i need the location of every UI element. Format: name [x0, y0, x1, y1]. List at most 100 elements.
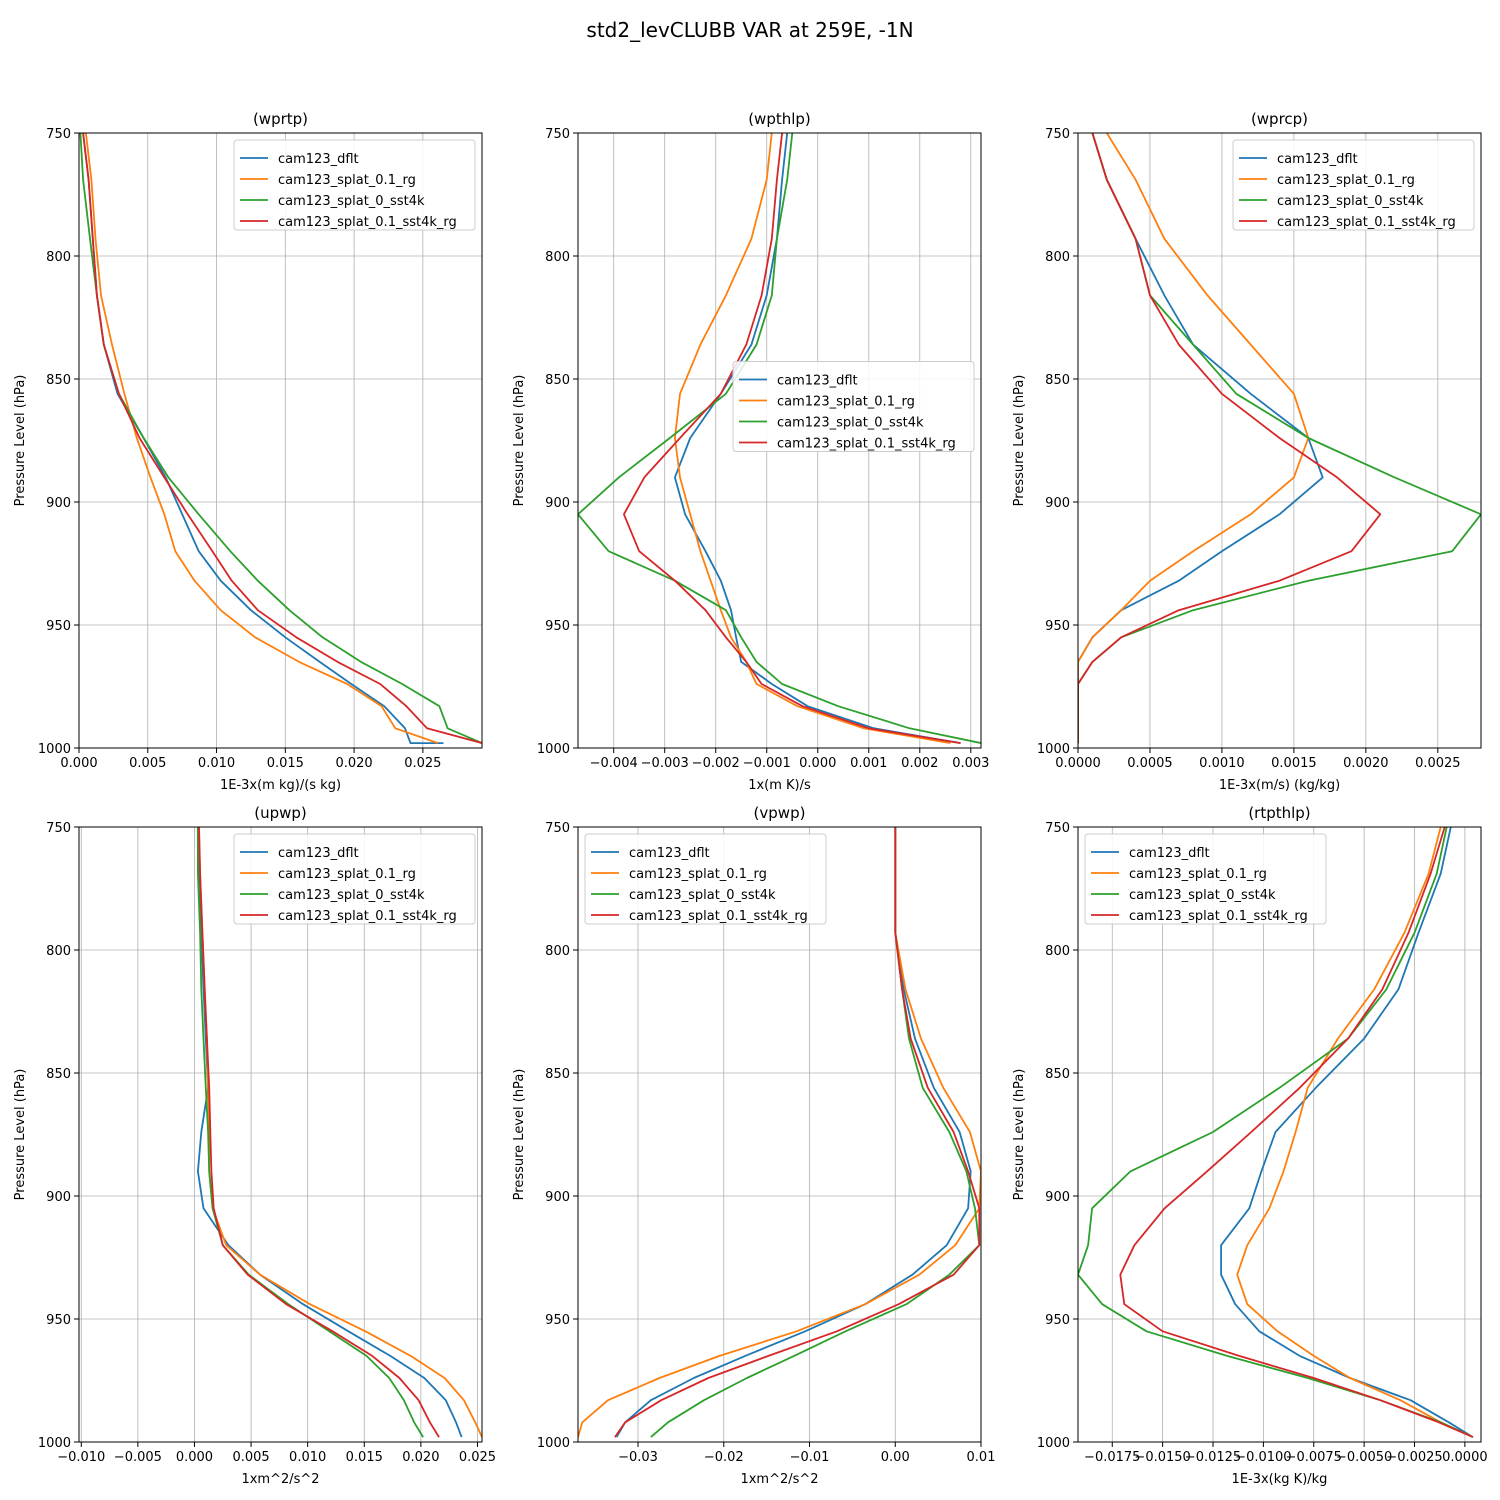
axes-frame — [577, 826, 982, 1443]
y-axis-label: Pressure Level (hPa) — [13, 1069, 28, 1201]
figure-title: std2_levCLUBB VAR at 259E, -1N — [586, 18, 913, 42]
legend: cam123_dflt cam123_splat_0.1_rg cam123_spl… — [584, 833, 827, 925]
y-tick-label: 950 — [1045, 619, 1070, 634]
series-group — [79, 133, 482, 744]
y-tick-label: 900 — [545, 1190, 570, 1205]
legend-label: cam123_splat_0_sst4k — [278, 888, 425, 903]
x-tick-label: 0.005 — [129, 756, 166, 771]
x-tick-label: 0.01 — [967, 1450, 996, 1465]
y-tick-label: 900 — [1045, 1190, 1070, 1205]
y-tick-label: 850 — [1045, 373, 1070, 388]
y-tick-label: 800 — [1045, 250, 1070, 265]
x-tick-label: 0.003 — [952, 756, 989, 771]
series-line-cam123_dflt — [196, 827, 463, 1438]
y-tick-label: 1000 — [38, 742, 71, 757]
x-tick-label: −0.005 — [114, 1450, 162, 1465]
x-tick-label: 0.0005 — [1127, 756, 1173, 771]
x-tick-label: −0.02 — [704, 1450, 744, 1465]
x-tick-label: 0.0015 — [1271, 756, 1317, 771]
legend-label: cam123_splat_0_sst4k — [1277, 194, 1424, 209]
legend-label: cam123_dflt — [1277, 152, 1358, 167]
x-tick-label: −0.003 — [641, 756, 689, 771]
x-tick-label: −0.0075 — [1286, 1450, 1342, 1465]
y-tick-label: 900 — [1045, 496, 1070, 511]
x-tick-label: 0.015 — [267, 756, 304, 771]
x-tick-label: −0.0125 — [1185, 1450, 1241, 1465]
x-tick-label: 0.020 — [402, 1450, 439, 1465]
series-line-cam123_dflt — [615, 827, 972, 1438]
axes-frame — [1077, 132, 1482, 749]
y-tick-label: 1000 — [38, 1436, 71, 1451]
x-tick-label: 0.0020 — [1343, 756, 1389, 771]
legend-label: cam123_splat_0_sst4k — [278, 194, 425, 209]
y-tick-label: 750 — [46, 127, 71, 142]
legend-label: cam123_splat_0.1_rg — [278, 173, 416, 188]
y-tick-label: 1000 — [537, 1436, 570, 1451]
legend: cam123_dflt cam123_splat_0.1_rg cam123_spl… — [1232, 139, 1475, 231]
legend-box — [732, 361, 975, 452]
axes-frame — [78, 132, 483, 749]
panel-title: (rtpthlp) — [1248, 804, 1310, 822]
series-line-cam123_splat_0.1_rg — [1078, 133, 1310, 744]
x-axis-label: 1E-3x(m/s) (kg/kg) — [1219, 778, 1340, 793]
x-tick-label: −0.004 — [590, 756, 638, 771]
panel-title: (wprcp) — [1251, 110, 1308, 128]
x-axis-label: 1xm^2/s^2 — [241, 1472, 319, 1487]
legend-label: cam123_splat_0.1_sst4k_rg — [278, 909, 457, 924]
legend-label: cam123_dflt — [278, 152, 359, 167]
y-tick-label: 800 — [1045, 944, 1070, 959]
x-tick-label: −0.0050 — [1336, 1450, 1392, 1465]
y-axis-label: Pressure Level (hPa) — [512, 375, 527, 507]
series-line-cam123_splat_0.1_rg — [578, 827, 981, 1438]
x-tick-label: −0.03 — [618, 1450, 658, 1465]
legend-label: cam123_splat_0.1_sst4k_rg — [278, 215, 457, 230]
y-tick-label: 900 — [46, 1190, 71, 1205]
x-tick-label: −0.010 — [57, 1450, 105, 1465]
y-tick-label: 900 — [545, 496, 570, 511]
axes-frame — [577, 132, 982, 749]
y-tick-label: 950 — [46, 1313, 71, 1328]
series-group — [578, 133, 981, 744]
y-axis-label: Pressure Level (hPa) — [1012, 375, 1027, 507]
x-tick-label: 0.00 — [881, 1450, 910, 1465]
series-line-cam123_splat_0.1_sst4k_rg — [614, 827, 981, 1438]
legend-label: cam123_splat_0.1_sst4k_rg — [629, 909, 808, 924]
legend-label: cam123_dflt — [278, 846, 359, 861]
y-axis-label: Pressure Level (hPa) — [512, 1069, 527, 1201]
y-tick-label: 850 — [46, 373, 71, 388]
x-tick-label: −0.01 — [790, 1450, 830, 1465]
series-group — [1078, 827, 1474, 1438]
x-tick-label: 0.000 — [60, 756, 97, 771]
x-tick-label: 0.010 — [198, 756, 235, 771]
x-tick-label: −0.0150 — [1134, 1450, 1190, 1465]
y-tick-label: 950 — [545, 1313, 570, 1328]
series-line-cam123_splat_0_sst4k — [578, 133, 981, 744]
x-tick-label: −0.002 — [692, 756, 740, 771]
legend-label: cam123_splat_0.1_rg — [777, 395, 915, 410]
series-line-cam123_splat_0.1_sst4k_rg — [198, 827, 440, 1438]
legend-label: cam123_splat_0.1_sst4k_rg — [777, 437, 956, 452]
y-tick-label: 750 — [46, 821, 71, 836]
legend-label: cam123_splat_0_sst4k — [629, 888, 776, 903]
series-line-cam123_splat_0.1_sst4k_rg — [1078, 133, 1382, 744]
y-tick-label: 950 — [545, 619, 570, 634]
axes-frame — [1077, 826, 1482, 1443]
y-tick-label: 1000 — [1037, 1436, 1070, 1451]
x-tick-label: 0.002 — [901, 756, 938, 771]
x-tick-label: 0.000 — [176, 1450, 213, 1465]
series-line-cam123_splat_0.1_sst4k_rg — [82, 133, 482, 744]
series-line-cam123_splat_0_sst4k — [1078, 827, 1474, 1438]
y-tick-label: 900 — [46, 496, 71, 511]
legend: cam123_dflt cam123_splat_0.1_rg cam123_spl… — [1084, 833, 1327, 925]
x-axis-label: 1xm^2/s^2 — [740, 1472, 818, 1487]
legend-label: cam123_dflt — [1129, 846, 1210, 861]
series-line-cam123_splat_0.1_rg — [674, 133, 951, 744]
legend: cam123_dflt cam123_splat_0.1_rg cam123_spl… — [732, 361, 975, 452]
series-line-cam123_splat_0.1_rg — [1236, 827, 1474, 1438]
legend-box — [233, 833, 476, 925]
y-tick-label: 850 — [46, 1067, 71, 1082]
y-tick-label: 950 — [1045, 1313, 1070, 1328]
panel-title: (wpthlp) — [748, 110, 811, 128]
series-group — [1078, 133, 1481, 744]
x-axis-label: 1E-3x(m kg)/(s kg) — [220, 778, 341, 793]
